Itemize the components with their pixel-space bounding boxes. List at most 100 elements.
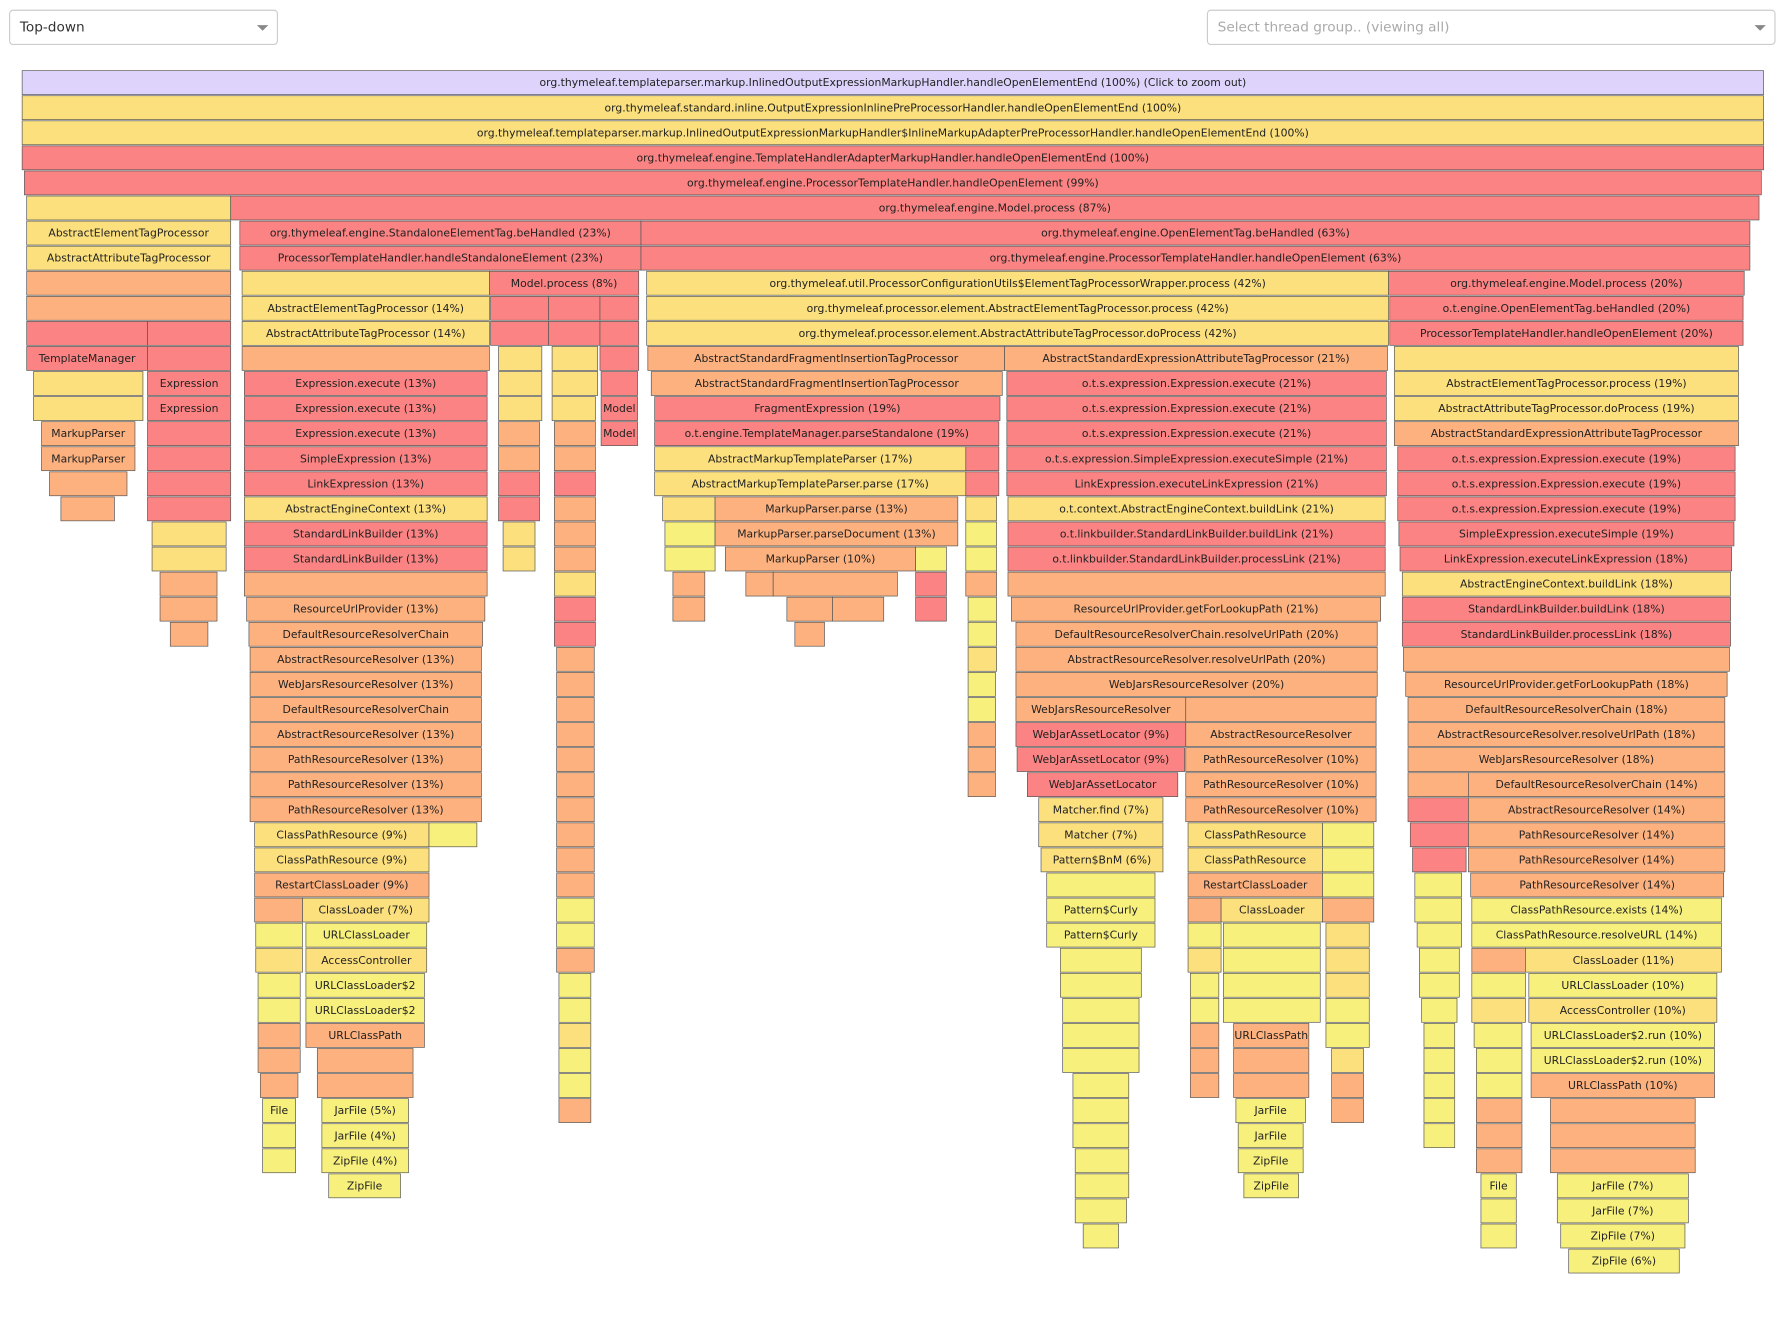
frame-group[interactable] bbox=[1423, 1123, 1456, 1149]
frame-group[interactable]: Pattern$Curly bbox=[1046, 897, 1156, 923]
frame-group[interactable]: AbstractResourceResolver bbox=[1185, 722, 1377, 747]
frame-group[interactable] bbox=[664, 546, 716, 572]
frame[interactable] bbox=[244, 421, 488, 446]
frame-group[interactable]: ClassPathResource (9%) bbox=[254, 847, 430, 873]
frame[interactable] bbox=[498, 421, 540, 446]
frame-group[interactable]: o.t.s.expression.Expression.execute (19%… bbox=[1397, 496, 1736, 522]
frame-group[interactable]: org.thymeleaf.engine.Model.process (87%) bbox=[230, 195, 1760, 221]
frame[interactable] bbox=[664, 546, 716, 572]
frame-group[interactable] bbox=[151, 521, 227, 547]
frame-group[interactable] bbox=[1550, 1148, 1696, 1174]
frame-group[interactable] bbox=[554, 421, 596, 446]
frame-group[interactable] bbox=[147, 496, 232, 522]
frame-group[interactable] bbox=[1412, 847, 1467, 873]
frame-group[interactable]: MarkupParser.parse (13%) bbox=[714, 496, 959, 522]
frame-group[interactable]: org.thymeleaf.engine.Model.process (20%) bbox=[1388, 270, 1745, 296]
frame-group[interactable]: LinkExpression (13%) bbox=[244, 471, 488, 497]
frame-group[interactable]: SimpleExpression.executeSimple (19%) bbox=[1398, 521, 1735, 547]
frame[interactable] bbox=[599, 346, 640, 371]
frame[interactable] bbox=[1468, 772, 1726, 797]
frame-group[interactable]: AccessController bbox=[305, 947, 428, 973]
frame-group[interactable]: URLClassLoader bbox=[305, 922, 428, 948]
frame[interactable] bbox=[21, 145, 1764, 171]
frame-group[interactable] bbox=[1331, 1073, 1364, 1098]
frame-group[interactable] bbox=[786, 596, 833, 622]
frame-group[interactable]: AccessController (10%) bbox=[1528, 998, 1718, 1023]
frame[interactable] bbox=[1401, 621, 1731, 647]
frame-group[interactable] bbox=[498, 496, 540, 522]
frame[interactable] bbox=[1331, 1073, 1364, 1098]
frame-group[interactable]: Matcher.find (7%) bbox=[1038, 797, 1164, 823]
frame-group[interactable] bbox=[498, 371, 543, 396]
frame-group[interactable]: o.t.linkbuilder.StandardLinkBuilder.buil… bbox=[1007, 521, 1386, 547]
frame[interactable] bbox=[551, 371, 599, 396]
frame[interactable] bbox=[26, 195, 232, 221]
frame-group[interactable] bbox=[1471, 998, 1526, 1023]
frame-group[interactable] bbox=[965, 571, 997, 597]
frame[interactable] bbox=[1530, 1048, 1715, 1073]
frame-group[interactable]: o.t.s.expression.Expression.execute (19%… bbox=[1397, 471, 1736, 497]
frame[interactable] bbox=[915, 546, 947, 572]
frame[interactable] bbox=[1004, 346, 1388, 371]
frame-group[interactable] bbox=[1471, 947, 1526, 973]
frame-group[interactable]: MarkupParser bbox=[41, 421, 136, 446]
frame[interactable] bbox=[1407, 747, 1726, 772]
frame[interactable] bbox=[151, 546, 227, 572]
frame[interactable] bbox=[1072, 1073, 1130, 1098]
frame[interactable] bbox=[1550, 1123, 1696, 1149]
frame-group[interactable]: URLClassLoader$2 bbox=[305, 972, 425, 998]
frame[interactable] bbox=[244, 571, 488, 597]
frame-group[interactable]: PathResourceResolver (10%) bbox=[1185, 772, 1377, 797]
frame-group[interactable]: URLClassLoader (10%) bbox=[1528, 972, 1718, 998]
frame-group[interactable] bbox=[672, 596, 706, 622]
frame-group[interactable] bbox=[967, 596, 997, 622]
frame-group[interactable] bbox=[967, 722, 996, 747]
frame[interactable] bbox=[1072, 1123, 1130, 1149]
frame-group[interactable]: org.thymeleaf.util.ProcessorConfiguratio… bbox=[646, 270, 1389, 296]
frame[interactable] bbox=[244, 446, 488, 472]
frame[interactable] bbox=[1423, 1023, 1456, 1048]
frame-group[interactable]: Expression.execute (13%) bbox=[244, 371, 488, 396]
frame[interactable] bbox=[558, 1023, 592, 1048]
frame[interactable] bbox=[241, 346, 490, 371]
frame[interactable] bbox=[1011, 596, 1381, 622]
frame[interactable] bbox=[1409, 822, 1469, 848]
frame-group[interactable] bbox=[554, 496, 596, 522]
frame[interactable] bbox=[1185, 722, 1377, 747]
frame-group[interactable]: ZipFile (4%) bbox=[321, 1148, 409, 1174]
frame[interactable] bbox=[1006, 446, 1387, 472]
frame[interactable] bbox=[26, 295, 232, 321]
frame[interactable] bbox=[1074, 1148, 1130, 1174]
frame-group[interactable]: AbstractResourceResolver (14%) bbox=[1468, 797, 1726, 823]
frame[interactable] bbox=[490, 295, 550, 321]
frame[interactable] bbox=[1187, 922, 1222, 948]
frame[interactable] bbox=[646, 321, 1389, 346]
frame[interactable] bbox=[967, 772, 996, 797]
frame[interactable] bbox=[554, 546, 596, 572]
frame-group[interactable] bbox=[599, 321, 640, 346]
frame[interactable] bbox=[1568, 1248, 1680, 1274]
frame[interactable] bbox=[1322, 847, 1375, 873]
frame[interactable] bbox=[1062, 1048, 1140, 1073]
frame[interactable] bbox=[1325, 972, 1370, 998]
frame-group[interactable] bbox=[147, 321, 232, 346]
frame[interactable] bbox=[915, 571, 947, 597]
frame[interactable] bbox=[41, 421, 136, 446]
frame-group[interactable]: URLClassLoader$2.run (10%) bbox=[1530, 1023, 1715, 1048]
frame[interactable] bbox=[1322, 897, 1375, 923]
frame-group[interactable] bbox=[556, 797, 595, 823]
frame[interactable] bbox=[554, 596, 596, 622]
frame-group[interactable] bbox=[1082, 1223, 1119, 1249]
frame-group[interactable] bbox=[1325, 998, 1370, 1023]
frame[interactable] bbox=[502, 546, 536, 572]
frame[interactable] bbox=[1393, 421, 1739, 446]
frame[interactable] bbox=[1015, 672, 1378, 697]
frame[interactable] bbox=[714, 496, 959, 522]
frame[interactable] bbox=[151, 521, 227, 547]
frame[interactable] bbox=[551, 396, 596, 421]
frame[interactable] bbox=[498, 396, 543, 421]
frame-group[interactable] bbox=[241, 270, 490, 296]
frame-group[interactable] bbox=[556, 647, 595, 672]
frame-group[interactable]: o.t.s.expression.Expression.execute (21%… bbox=[1006, 371, 1387, 396]
frame-group[interactable]: AbstractStandardFragmentInsertionTagProc… bbox=[650, 371, 1003, 396]
